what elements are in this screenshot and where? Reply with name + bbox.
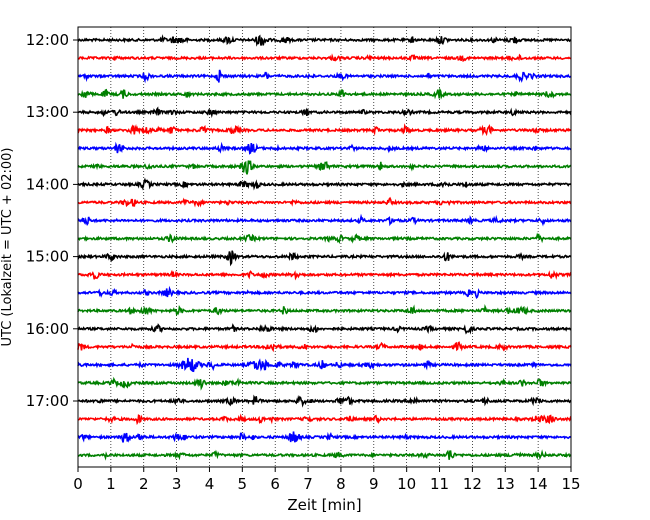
trace-1215: [77, 53, 572, 63]
x-tick-label: 0: [73, 475, 83, 493]
y-tick-label: 16:00: [26, 320, 69, 338]
trace-1400: [77, 177, 572, 191]
y-tick-label: 17:00: [26, 392, 69, 410]
x-tick-label: 15: [561, 475, 580, 493]
x-axis-ticks: 0 1 2 3 4 5 6 7 8 9 10 11 12 13 14 15: [73, 467, 581, 493]
plot-frame: [77, 26, 572, 468]
y-axis-label: UTC (Lokalzeit = UTC + 02:00): [0, 148, 15, 347]
trace-1600: [77, 323, 572, 335]
x-tick-label: 7: [303, 475, 313, 493]
trace-group: [77, 34, 572, 461]
trace-1245: [77, 87, 572, 100]
trace-1200: [77, 34, 571, 47]
x-tick-label: 12: [463, 475, 482, 493]
trace-1330: [77, 141, 572, 155]
x-tick-label: 13: [496, 475, 515, 493]
x-tick-label: 6: [270, 475, 280, 493]
x-tick-label: 4: [205, 475, 215, 493]
y-tick-label: 15:00: [26, 248, 69, 266]
trace-1630: [77, 357, 572, 373]
x-tick-label: 10: [397, 475, 416, 493]
trace-1700: [77, 394, 572, 408]
trace-1545: [77, 304, 572, 317]
trace-1315: [77, 123, 572, 137]
trace-1230: [77, 69, 572, 84]
x-tick-label: 2: [139, 475, 149, 493]
trace-1345: [77, 160, 572, 175]
x-tick-label: 11: [430, 475, 449, 493]
trace-1615: [77, 341, 572, 353]
trace-1415: [77, 196, 572, 208]
x-tick-label: 3: [172, 475, 182, 493]
trace-1530: [77, 285, 572, 300]
trace-1445: [77, 232, 572, 244]
trace-1515: [77, 269, 572, 281]
trace-1715: [77, 413, 572, 426]
y-axis-ticks: 12:00 13:00 14:00 15:00 16:00 17:00: [26, 31, 78, 410]
trace-1430: [77, 213, 572, 227]
vertical-grid: [110, 27, 539, 467]
trace-1745: [77, 449, 572, 461]
y-tick-label: 12:00: [26, 31, 69, 49]
x-tick-label: 5: [238, 475, 248, 493]
y-tick-label: 13:00: [26, 103, 69, 121]
trace-1500: [77, 250, 572, 267]
trace-1645: [77, 376, 572, 391]
x-tick-label: 8: [336, 475, 346, 493]
x-axis-label: Zeit [min]: [287, 496, 361, 514]
x-tick-label: 9: [369, 475, 379, 493]
x-tick-label: 1: [106, 475, 116, 493]
trace-1300: [77, 106, 572, 119]
x-tick-label: 14: [529, 475, 548, 493]
trace-1730: [77, 431, 572, 443]
y-tick-label: 14:00: [26, 175, 69, 193]
